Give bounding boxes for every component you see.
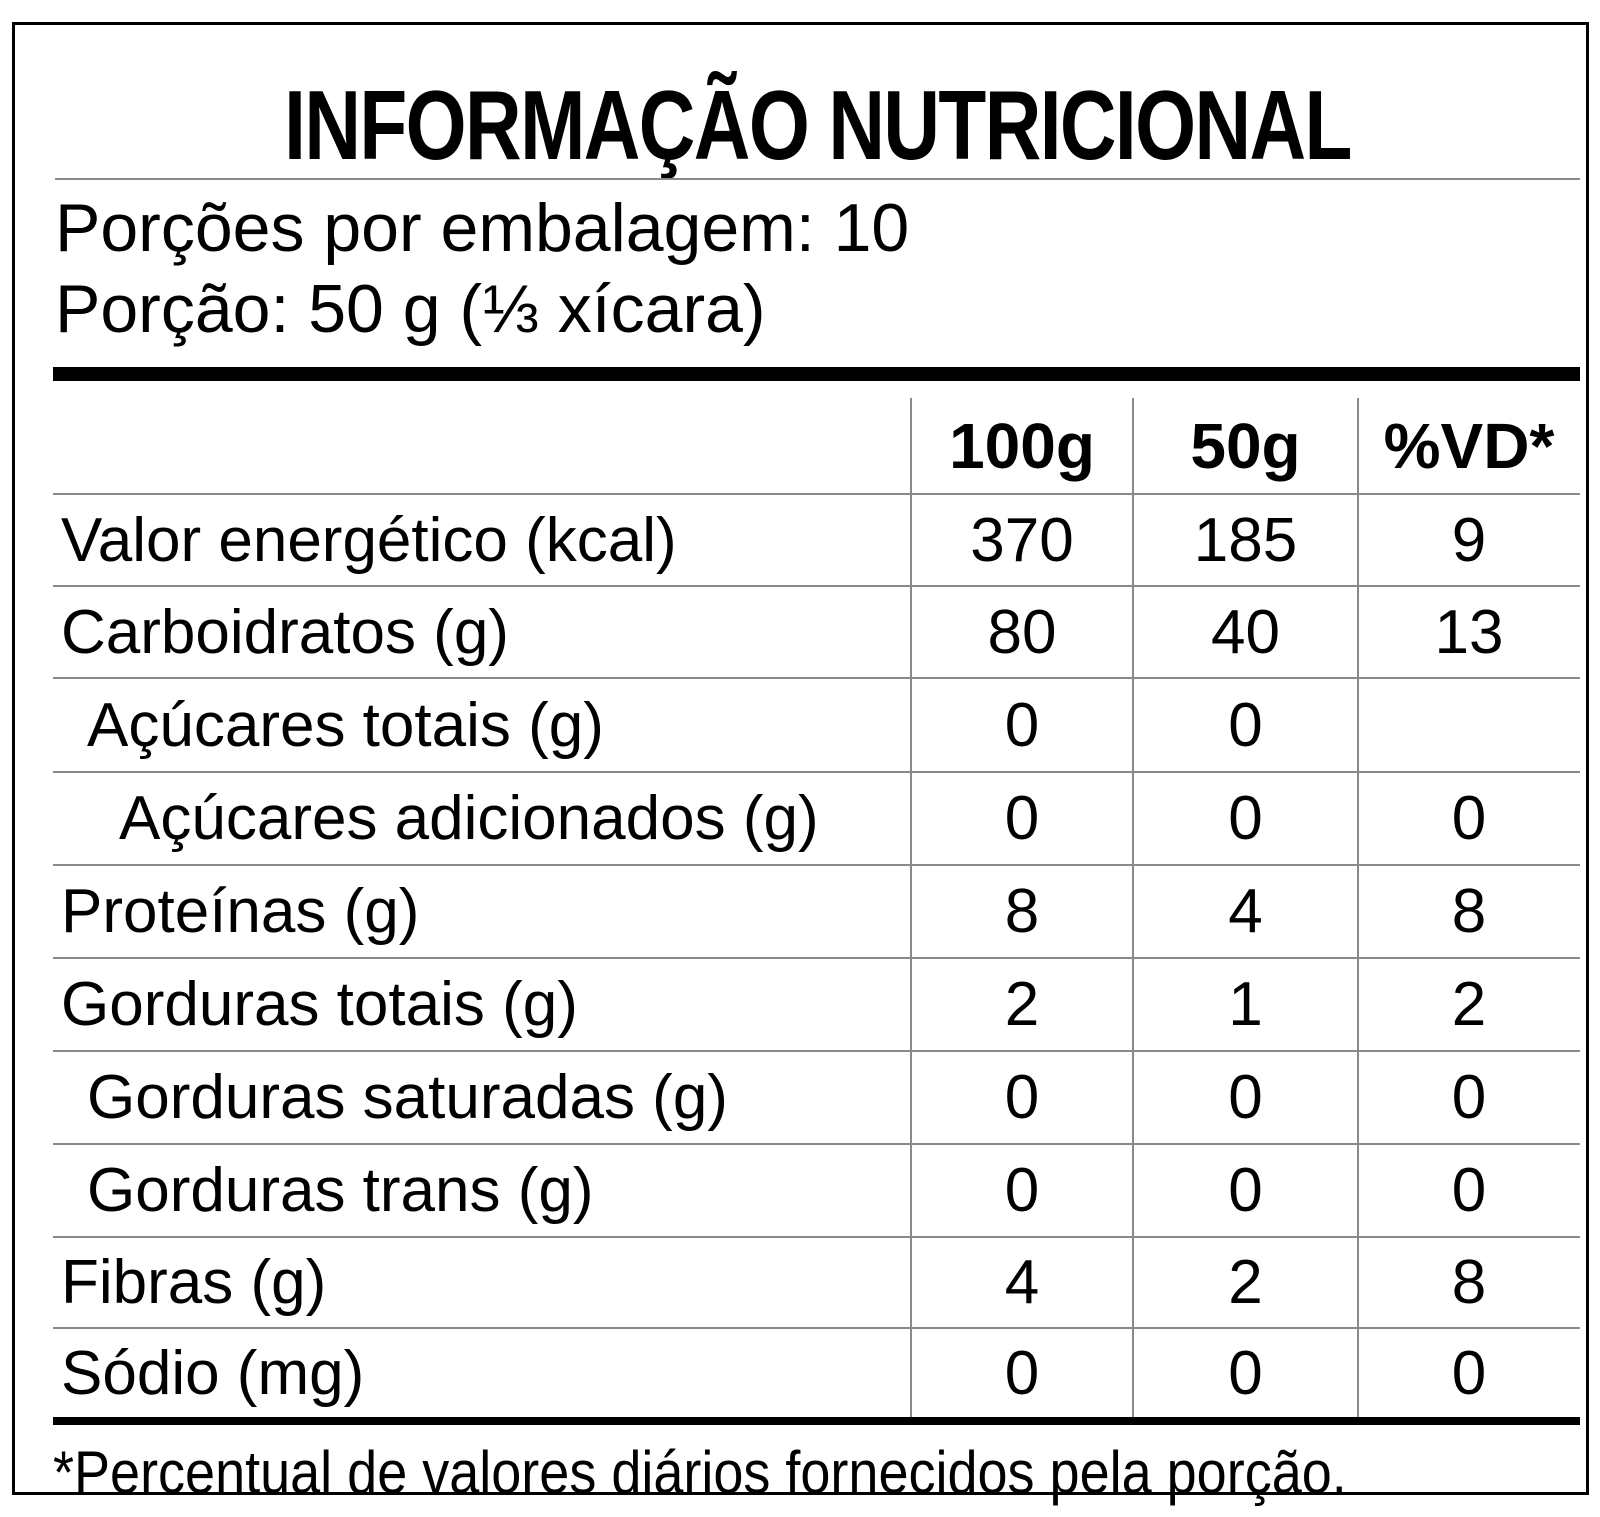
value-cell: 0 bbox=[1004, 690, 1040, 760]
row-divider bbox=[53, 493, 1580, 495]
column-divider bbox=[1357, 398, 1359, 1417]
table-row: Sódio (mg) 0 0 0 bbox=[53, 1329, 1580, 1417]
column-header-100g: 100g bbox=[949, 409, 1095, 482]
row-divider bbox=[53, 771, 1580, 773]
value-cell: 0 bbox=[1004, 784, 1040, 853]
row-divider bbox=[53, 1236, 1580, 1238]
value-cell: 185 bbox=[1193, 505, 1298, 575]
row-divider bbox=[53, 1143, 1580, 1145]
row-label: Proteínas (g) bbox=[61, 877, 420, 946]
value-cell: 4 bbox=[1004, 1248, 1040, 1317]
row-divider bbox=[53, 957, 1580, 959]
value-cell: 4 bbox=[1228, 877, 1263, 946]
value-cell: 0 bbox=[1228, 1338, 1263, 1408]
nutrition-title: INFORMAÇÃO NUTRICIONAL bbox=[284, 70, 1352, 180]
table-row: Gorduras trans (g) 0 0 0 bbox=[53, 1145, 1580, 1236]
serving-info: Porções por embalagem: 10 Porção: 50 g (… bbox=[55, 188, 909, 350]
row-divider bbox=[53, 677, 1580, 679]
table-row: Açúcares totais (g) 0 0 bbox=[53, 679, 1580, 771]
table-row: Proteínas (g) 8 4 8 bbox=[53, 866, 1580, 957]
value-cell: 0 bbox=[1228, 690, 1263, 760]
row-label: Gorduras trans (g) bbox=[87, 1156, 594, 1225]
value-cell: 0 bbox=[1004, 1063, 1040, 1132]
header-separator-bar bbox=[53, 367, 1580, 381]
column-header-vd: %VD* bbox=[1383, 409, 1555, 482]
value-cell: 8 bbox=[1451, 1248, 1487, 1317]
row-label: Gorduras totais (g) bbox=[61, 970, 578, 1039]
value-cell: 0 bbox=[1451, 1156, 1487, 1225]
value-cell: 0 bbox=[1228, 784, 1263, 853]
row-divider bbox=[53, 864, 1580, 866]
value-cell: 0 bbox=[1004, 1338, 1040, 1408]
label-border-frame: INFORMAÇÃO NUTRICIONAL Porções por embal… bbox=[12, 22, 1589, 1506]
row-divider bbox=[53, 1327, 1580, 1329]
table-row: Fibras (g) 4 2 8 bbox=[53, 1238, 1580, 1327]
value-cell: 370 bbox=[970, 505, 1074, 575]
table-row: Gorduras totais (g) 2 1 2 bbox=[53, 959, 1580, 1050]
table-row: Valor energético (kcal) 370 185 9 bbox=[53, 495, 1580, 585]
value-cell: 8 bbox=[1004, 877, 1040, 946]
table-row: Carboidratos (g) 80 40 13 bbox=[53, 587, 1580, 677]
title-divider bbox=[55, 178, 1580, 180]
value-cell: 0 bbox=[1228, 1063, 1263, 1132]
value-cell: 40 bbox=[1211, 597, 1280, 667]
value-cell: 9 bbox=[1451, 505, 1487, 575]
column-divider bbox=[1132, 398, 1134, 1417]
row-divider bbox=[53, 585, 1580, 587]
value-cell: 0 bbox=[1451, 784, 1487, 853]
value-cell: 13 bbox=[1434, 597, 1504, 667]
value-cell: 1 bbox=[1228, 970, 1263, 1039]
row-label: Fibras (g) bbox=[61, 1248, 327, 1317]
value-cell: 0 bbox=[1451, 1338, 1487, 1408]
row-label: Gorduras saturadas (g) bbox=[87, 1063, 728, 1132]
column-divider bbox=[910, 398, 912, 1417]
value-cell: 80 bbox=[987, 597, 1057, 667]
value-cell: 2 bbox=[1451, 970, 1487, 1039]
row-divider bbox=[53, 1050, 1580, 1052]
value-cell: 0 bbox=[1228, 1156, 1263, 1225]
value-cell: 2 bbox=[1004, 970, 1040, 1039]
value-cell: 0 bbox=[1004, 1156, 1040, 1225]
serving-size: Porção: 50 g (⅓ xícara) bbox=[55, 271, 766, 347]
row-label: Sódio (mg) bbox=[61, 1338, 365, 1408]
value-cell: 0 bbox=[1451, 1063, 1487, 1132]
table-row: Açúcares adicionados (g) 0 0 0 bbox=[53, 773, 1580, 864]
value-cell: 8 bbox=[1451, 877, 1487, 946]
row-label: Carboidratos (g) bbox=[61, 597, 509, 667]
row-label: Açúcares adicionados (g) bbox=[119, 784, 819, 853]
value-cell bbox=[1358, 679, 1580, 771]
servings-per-package: Porções por embalagem: 10 bbox=[55, 190, 910, 266]
row-label: Valor energético (kcal) bbox=[61, 505, 677, 575]
footnote-separator-bar bbox=[53, 1417, 1580, 1425]
table-row: Gorduras saturadas (g) 0 0 0 bbox=[53, 1052, 1580, 1143]
footnote: *Percentual de valores diários fornecido… bbox=[53, 1439, 1347, 1506]
value-cell: 2 bbox=[1228, 1248, 1263, 1317]
row-label: Açúcares totais (g) bbox=[87, 690, 604, 760]
column-header-50g: 50g bbox=[1190, 409, 1301, 482]
